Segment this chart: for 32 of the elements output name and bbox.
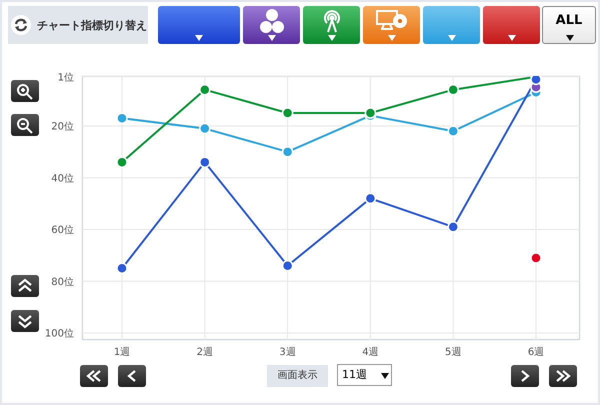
y-tick-label: 40位: [51, 172, 74, 184]
x-tick-label: 3週: [279, 347, 296, 358]
point: [116, 156, 128, 168]
y-tick-label: 1位: [58, 71, 74, 84]
point: [282, 107, 294, 119]
point: [282, 260, 294, 272]
text: チャート指標切り替え: [37, 18, 147, 32]
point: [447, 84, 459, 96]
all-button: ALL: [542, 6, 596, 44]
point: [199, 156, 211, 168]
point: [447, 221, 459, 233]
point: [282, 146, 294, 158]
x-tick-label: 5週: [445, 347, 462, 358]
x-tick-label: 6週: [528, 347, 544, 358]
point: [364, 107, 376, 119]
point: [116, 112, 128, 124]
x-tick-label: 1週: [114, 347, 130, 358]
y-tick-label: 20位: [51, 120, 74, 133]
x-tick-label: 4週: [362, 347, 379, 358]
y-tick-label: 100位: [44, 328, 74, 340]
point: [530, 76, 542, 86]
point: [530, 252, 542, 264]
point: [447, 125, 459, 137]
x-tick-label: 2週: [196, 347, 213, 358]
point: [364, 192, 376, 204]
week-select: 11週: [337, 364, 392, 386]
y-tick-label: 80位: [51, 276, 74, 288]
y-tick-label: 60位: [51, 224, 74, 236]
text: 画面表示: [267, 365, 328, 387]
point: [116, 262, 128, 274]
point: [199, 84, 211, 96]
point: [199, 122, 211, 134]
